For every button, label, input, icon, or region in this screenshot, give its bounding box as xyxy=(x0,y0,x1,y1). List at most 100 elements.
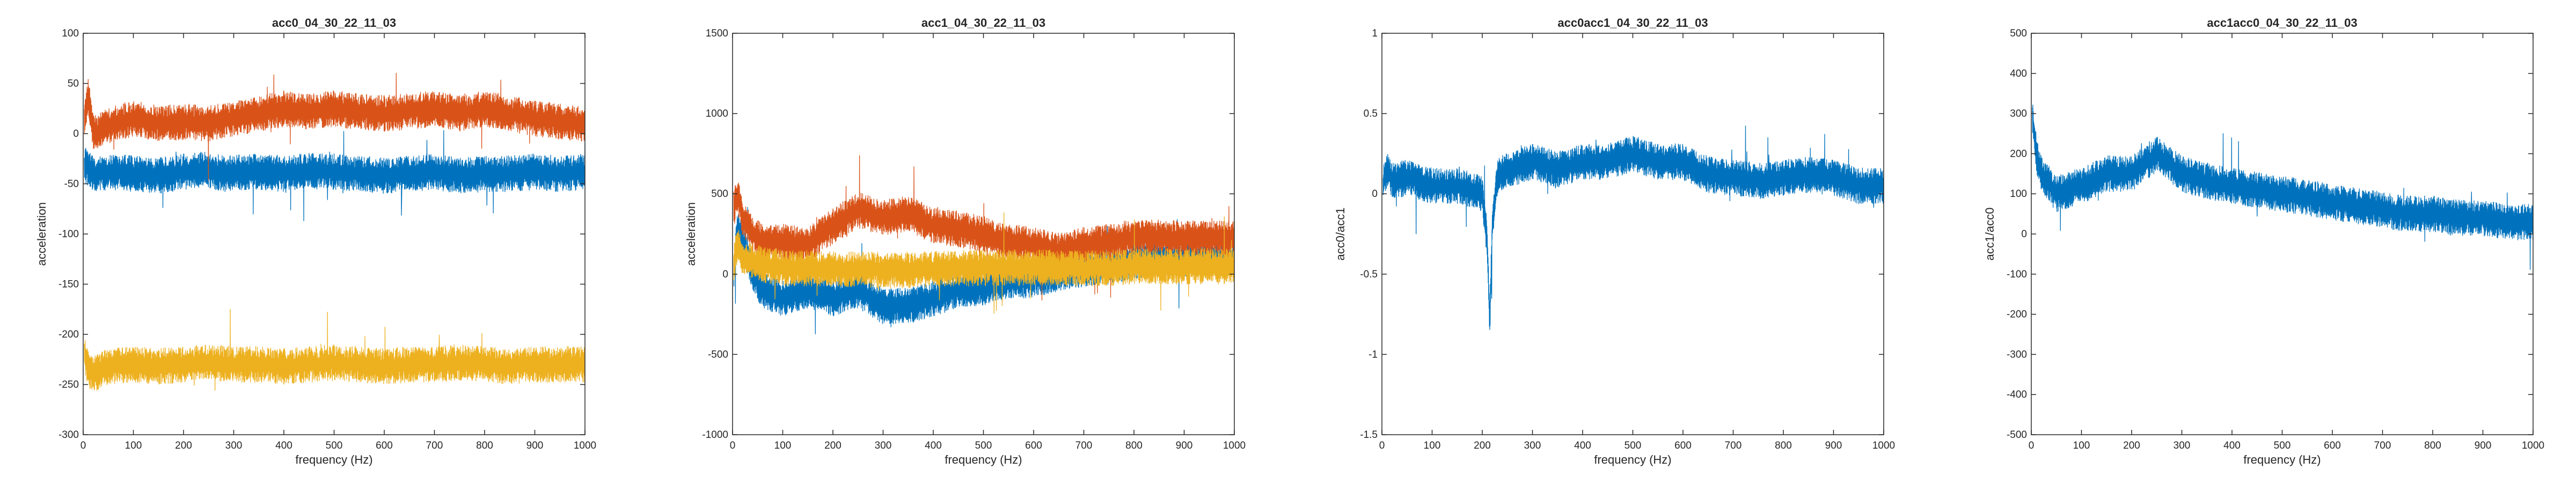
chart-title: acc1acc0_04_30_22_11_03 xyxy=(2207,16,2357,30)
y-tick-label: -100 xyxy=(58,229,79,240)
y-tick-label: -400 xyxy=(2007,389,2027,400)
plot-area xyxy=(2031,33,2533,435)
x-tick-label: 100 xyxy=(1424,440,1441,451)
y-tick-label: 400 xyxy=(2010,68,2027,79)
x-tick-label: 1000 xyxy=(574,440,596,451)
x-tick-label: 900 xyxy=(1176,440,1193,451)
y-tick-label: -300 xyxy=(58,429,79,441)
x-tick-label: 100 xyxy=(125,440,142,451)
x-tick-label: 900 xyxy=(1825,440,1842,451)
x-tick-label: 1000 xyxy=(1872,440,1895,451)
y-tick-label: -200 xyxy=(2007,309,2027,320)
chart-title: acc1_04_30_22_11_03 xyxy=(921,16,1045,30)
y-tick-label: -300 xyxy=(2007,349,2027,360)
x-tick-label: 1000 xyxy=(1223,440,1246,451)
y-tick-label: 500 xyxy=(711,188,728,200)
series-line-3 xyxy=(733,212,1234,314)
x-axis-label: frequency (Hz) xyxy=(2243,453,2321,466)
y-axis-label: acc1/acc0 xyxy=(1983,207,1996,260)
x-tick-label: 700 xyxy=(1075,440,1093,451)
x-tick-label: 300 xyxy=(225,440,243,451)
y-tick-label: 0 xyxy=(1372,188,1378,200)
chart-title: acc0_04_30_22_11_03 xyxy=(272,16,396,30)
x-tick-label: 100 xyxy=(774,440,792,451)
x-tick-label: 500 xyxy=(975,440,992,451)
y-tick-label: 100 xyxy=(62,28,79,39)
chart-panel-1: 0 100 200 300 400 500 600 700 800 900 1000-300-250… xyxy=(35,16,596,466)
series-line-1 xyxy=(1382,126,1884,330)
x-tick-label: 500 xyxy=(2274,440,2291,451)
x-tick-label: 400 xyxy=(1574,440,1591,451)
x-tick-label: 700 xyxy=(426,440,443,451)
y-tick-label: 0.5 xyxy=(1364,108,1378,120)
x-tick-label: 100 xyxy=(2073,440,2090,451)
x-tick-label: 700 xyxy=(1725,440,1742,451)
x-tick-label: 200 xyxy=(175,440,192,451)
y-tick-label: -500 xyxy=(708,349,728,360)
series-group xyxy=(1382,126,1884,330)
x-tick-label: 800 xyxy=(2424,440,2441,451)
plot-area xyxy=(1382,33,1884,435)
y-tick-label: -1000 xyxy=(702,429,728,441)
x-axis-label: frequency (Hz) xyxy=(945,453,1022,466)
x-tick-label: 200 xyxy=(1474,440,1491,451)
x-axis-label: frequency (Hz) xyxy=(1594,453,1671,466)
x-tick-label: 300 xyxy=(2174,440,2191,451)
x-tick-label: 300 xyxy=(875,440,892,451)
x-tick-label: 600 xyxy=(1025,440,1042,451)
y-tick-label: 100 xyxy=(2010,188,2027,200)
series-line-1 xyxy=(84,130,585,222)
x-tick-label: 0 xyxy=(80,440,86,451)
y-tick-label: -1 xyxy=(1368,349,1378,360)
x-tick-label: 0 xyxy=(1379,440,1385,451)
x-axis-label: frequency (Hz) xyxy=(295,453,372,466)
x-tick-label: 200 xyxy=(2123,440,2140,451)
y-tick-label: -1.5 xyxy=(1360,429,1378,441)
y-tick-label: -50 xyxy=(64,179,79,190)
x-tick-label: 600 xyxy=(376,440,393,451)
x-tick-label: 400 xyxy=(925,440,942,451)
y-tick-label: -500 xyxy=(2007,429,2027,441)
x-tick-label: 900 xyxy=(2475,440,2492,451)
series-group xyxy=(733,155,1234,334)
y-axis-label: acc0/acc1 xyxy=(1334,207,1347,260)
y-tick-label: -0.5 xyxy=(1360,269,1378,280)
x-tick-label: 0 xyxy=(730,440,736,451)
x-tick-label: 800 xyxy=(1775,440,1792,451)
series-group xyxy=(84,72,585,391)
y-tick-label: 200 xyxy=(2010,148,2027,159)
series-line-2 xyxy=(84,72,585,181)
y-tick-label: 500 xyxy=(2010,28,2027,39)
chart-panel-2: 0 100 200 300 400 500 600 700 800 900 1000 -1000 -50… xyxy=(684,16,1246,466)
series-line-3 xyxy=(84,309,585,391)
x-tick-label: 300 xyxy=(1524,440,1541,451)
y-tick-label: 0 xyxy=(73,128,79,140)
chart-panel-4: 0 100 200 300 400 500 600 700 800 900 1000-500-400… xyxy=(1983,16,2544,466)
chart-title: acc0acc1_04_30_22_11_03 xyxy=(1557,16,1708,30)
x-tick-label: 900 xyxy=(526,440,544,451)
y-tick-label: -200 xyxy=(58,329,79,340)
chart-panel-3: 0 100 200 300 400 500 600 700 800 900 1000 -1.5 -1 -0… xyxy=(1334,16,1895,466)
y-axis-label: acceleration xyxy=(684,202,698,266)
y-tick-label: 1 xyxy=(1372,28,1378,39)
x-tick-label: 500 xyxy=(326,440,343,451)
x-tick-label: 800 xyxy=(476,440,493,451)
series-group xyxy=(2032,104,2533,270)
y-tick-label: 50 xyxy=(68,78,79,90)
y-tick-label: -100 xyxy=(2007,269,2027,280)
y-tick-label: 300 xyxy=(2010,108,2027,120)
x-tick-label: 1000 xyxy=(2522,440,2544,451)
x-tick-label: 400 xyxy=(275,440,292,451)
x-tick-label: 700 xyxy=(2374,440,2391,451)
x-tick-label: 0 xyxy=(2029,440,2035,451)
y-tick-label: 1500 xyxy=(706,28,728,39)
x-tick-label: 600 xyxy=(2324,440,2341,451)
x-tick-label: 600 xyxy=(1674,440,1692,451)
y-tick-label: 0 xyxy=(2021,229,2027,240)
series-line-1 xyxy=(2032,104,2533,270)
y-tick-label: 0 xyxy=(722,269,728,280)
y-tick-label: -250 xyxy=(58,379,79,391)
y-tick-label: -150 xyxy=(58,279,79,290)
y-tick-label: 1000 xyxy=(706,108,728,120)
